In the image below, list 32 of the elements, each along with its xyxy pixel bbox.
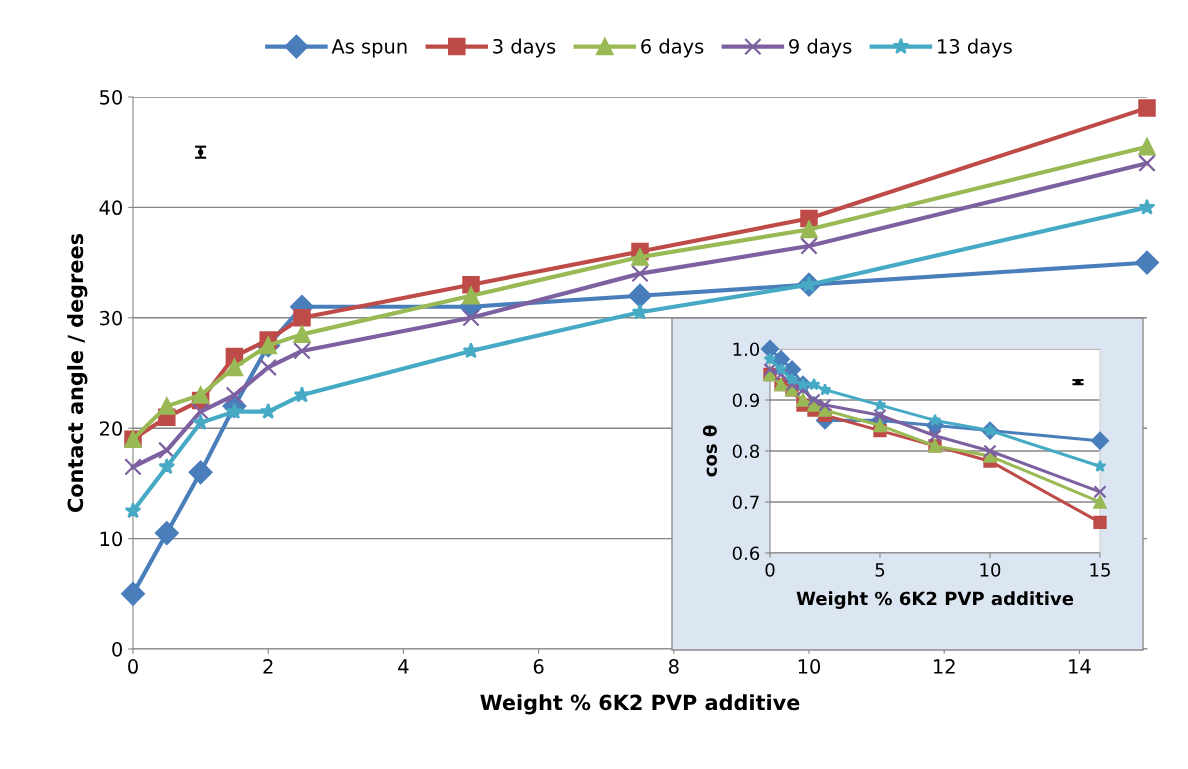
x-tick-label: 15 [1090, 563, 1110, 577]
y-tick-label: 0 [112, 641, 122, 657]
x-tick-label: 5 [875, 563, 885, 577]
y-tick-label: 50 [100, 89, 122, 105]
x-tick-label: 6 [533, 659, 544, 674]
x-tick-label: 10 [798, 659, 821, 674]
x-tick-label: 4 [398, 659, 409, 674]
y-axis-title: Contact angle / degrees [67, 233, 88, 513]
legend-label: 3 days [493, 38, 556, 58]
x-tick-label: 2 [263, 659, 273, 674]
y-tick-label: 40 [99, 200, 122, 216]
legend-label: 6 days [641, 38, 704, 58]
y-tick-label: 0.6 [732, 546, 760, 561]
x-axis-title: Weight % 6K2 PVP additive [480, 694, 800, 715]
x-axis-title: Weight % 6K2 PVP additive [796, 591, 1074, 609]
legend-label: 9 days [789, 38, 852, 58]
y-axis-title: cos θ [702, 425, 717, 477]
x-tick-label: 12 [933, 659, 955, 674]
y-tick-label: 30 [100, 310, 122, 326]
y-tick-label: 0.7 [732, 495, 759, 510]
x-tick-label: 10 [980, 563, 1001, 577]
x-tick-label: 0 [765, 563, 775, 577]
legend-label: 13 days [938, 38, 1012, 58]
x-tick-label: 8 [668, 659, 679, 674]
y-tick-label: 0.9 [732, 393, 760, 408]
x-tick-label: 14 [1069, 659, 1091, 674]
x-tick-label: 0 [128, 659, 138, 674]
y-tick-label: 0.8 [732, 444, 760, 459]
y-tick-label: 1.0 [733, 342, 760, 357]
y-tick-label: 20 [99, 421, 122, 436]
legend-label: As spun [331, 39, 407, 58]
y-tick-label: 10 [100, 531, 122, 547]
